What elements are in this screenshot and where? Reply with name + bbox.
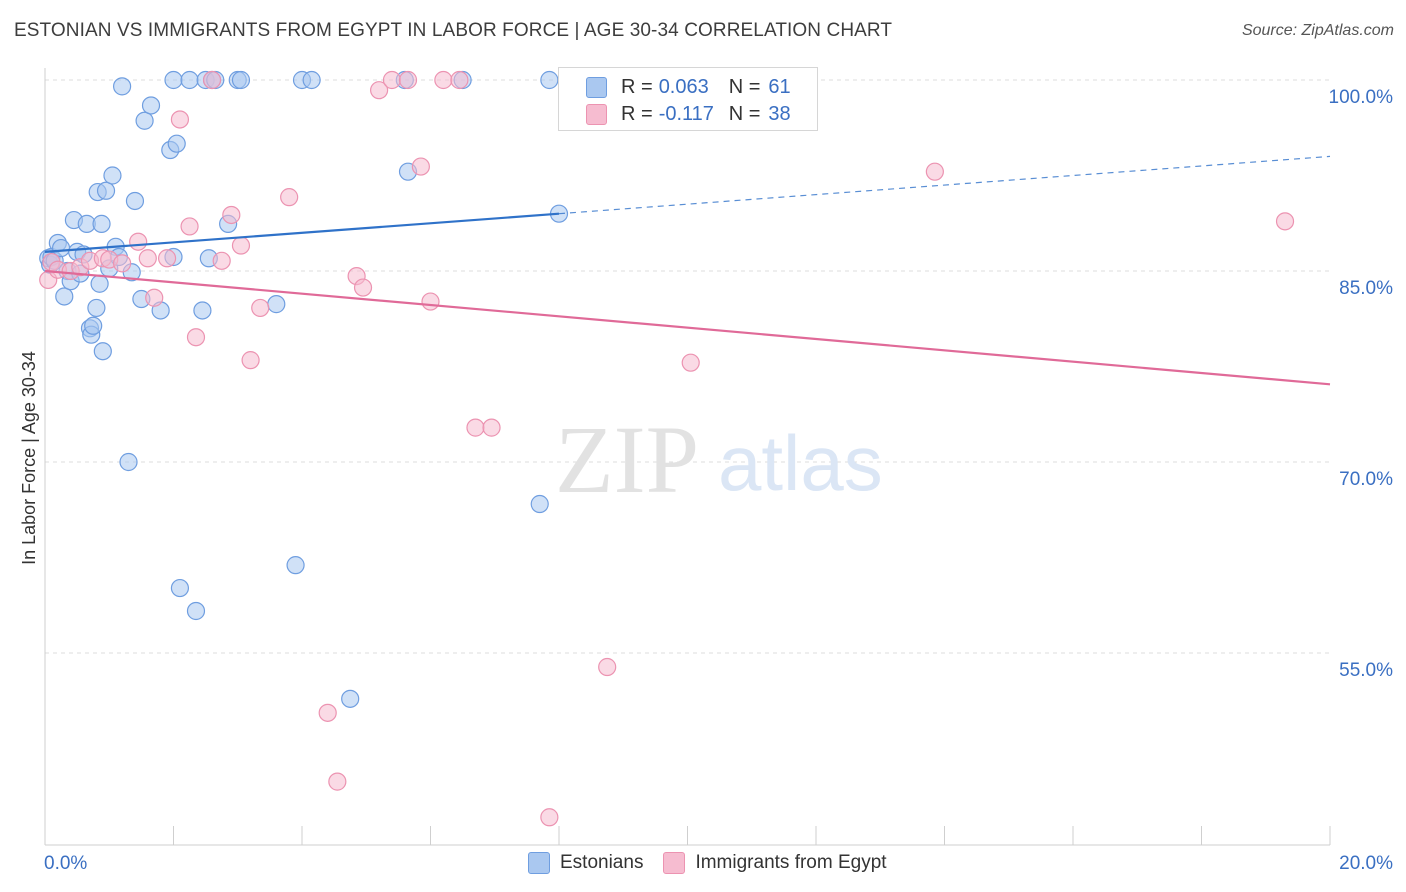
egypt-point — [212, 251, 231, 270]
estonian-point — [186, 601, 206, 621]
egypt-point — [421, 292, 440, 311]
x-tick-label-min: 0.0% — [44, 853, 87, 874]
egypt-point — [925, 162, 944, 181]
estonian-point — [540, 70, 559, 90]
estonian-point — [341, 689, 360, 708]
egypt-point — [328, 772, 347, 791]
egypt-point — [382, 70, 402, 90]
y-tick-label: 55.0% — [1339, 660, 1393, 681]
egypt-point — [598, 657, 617, 677]
egypt-point — [241, 351, 260, 370]
egypt-point — [129, 232, 148, 251]
estonian-point — [267, 295, 286, 314]
legend-n-value: 61 — [768, 75, 791, 98]
estonian-point — [302, 70, 321, 90]
egypt-point — [466, 418, 485, 437]
egypt-point — [482, 418, 501, 437]
legend-r-value: -0.117 — [658, 102, 714, 125]
egypt-point — [280, 188, 299, 207]
series-label-estonians: Estonians — [560, 852, 644, 873]
egypt-point — [540, 808, 559, 827]
legend-n-value: 38 — [768, 102, 791, 125]
egypt-point — [202, 70, 222, 90]
estonian-point — [96, 181, 116, 200]
egypt-point — [1275, 212, 1295, 231]
egypt-point — [231, 236, 251, 255]
estonian-point — [87, 298, 106, 318]
estonian-point — [55, 287, 74, 306]
estonian-trendline — [44, 212, 560, 253]
series-legend: Estonians Immigrants from Egypt — [528, 852, 907, 874]
legend-r-label: R = — [621, 102, 653, 125]
egypt-point — [370, 81, 389, 100]
legend-row-estonians: R = 0.063 N = 61 — [586, 75, 791, 99]
estonian-point — [103, 166, 122, 185]
series-legend-egypt: Immigrants from Egypt — [663, 852, 887, 874]
series-swatch-blue — [528, 852, 550, 874]
egypt-point — [251, 298, 270, 318]
watermark-zip: ZIP — [555, 406, 699, 513]
y-tick-label: 85.0% — [1339, 278, 1393, 299]
egypt-point — [398, 70, 418, 90]
legend-row-egypt: R = -0.117 N = 38 — [586, 102, 791, 126]
estonian-point — [170, 578, 190, 598]
egypt-point — [681, 353, 700, 372]
y-axis-label: In Labor Force | Age 30-34 — [19, 351, 39, 565]
egypt-point — [112, 254, 132, 273]
legend-r-label: R = — [621, 75, 653, 98]
egypt-point — [170, 110, 190, 129]
estonian-point — [164, 70, 183, 90]
egypt-point — [138, 249, 157, 268]
estonian-point — [92, 214, 111, 233]
egypt-point — [450, 70, 469, 90]
chart-source: Source: ZipAtlas.com — [1241, 22, 1394, 39]
egypt-point — [180, 217, 199, 236]
legend-swatch-pink — [586, 103, 607, 125]
estonian-point — [84, 316, 103, 335]
egypt-trendline — [44, 269, 1331, 386]
legend-n-label: N = — [728, 75, 761, 98]
estonian-trendline-extension — [558, 155, 1331, 215]
egypt-point — [186, 328, 206, 347]
chart-title: ESTONIAN VS IMMIGRANTS FROM EGYPT IN LAB… — [14, 20, 893, 41]
egypt-point — [157, 249, 177, 268]
egypt-point — [145, 288, 164, 307]
egypt-point — [411, 157, 430, 176]
correlation-legend: R = 0.063 N = 61 R = -0.117 N = 38 — [558, 67, 818, 131]
legend-swatch-blue — [586, 76, 607, 98]
estonian-point — [286, 556, 305, 575]
legend-n-label: N = — [728, 102, 761, 125]
series-label-egypt: Immigrants from Egypt — [695, 852, 887, 873]
estonian-point — [530, 494, 549, 514]
series-legend-estonians: Estonians — [528, 852, 643, 874]
estonian-point — [193, 301, 212, 320]
estonian-point — [93, 342, 112, 361]
y-tick-label: 70.0% — [1339, 469, 1393, 490]
series-swatch-pink — [663, 852, 686, 874]
egypt-point — [434, 70, 453, 90]
egypt-point — [353, 278, 373, 297]
estonian-point — [119, 452, 138, 472]
estonian-point — [167, 134, 186, 153]
watermark-atlas: atlas — [718, 419, 883, 507]
egypt-point — [222, 205, 241, 225]
estonian-point — [231, 70, 251, 90]
estonian-point — [112, 77, 132, 96]
legend-r-value: 0.063 — [658, 75, 709, 98]
estonian-point — [90, 274, 109, 293]
egypt-point — [318, 703, 337, 722]
estonian-point — [141, 96, 161, 115]
estonian-point — [180, 70, 199, 90]
estonian-point — [125, 191, 145, 211]
estonian-point — [135, 111, 154, 130]
y-tick-label: 100.0% — [1329, 87, 1394, 108]
x-tick-label-max: 20.0% — [1339, 853, 1393, 874]
